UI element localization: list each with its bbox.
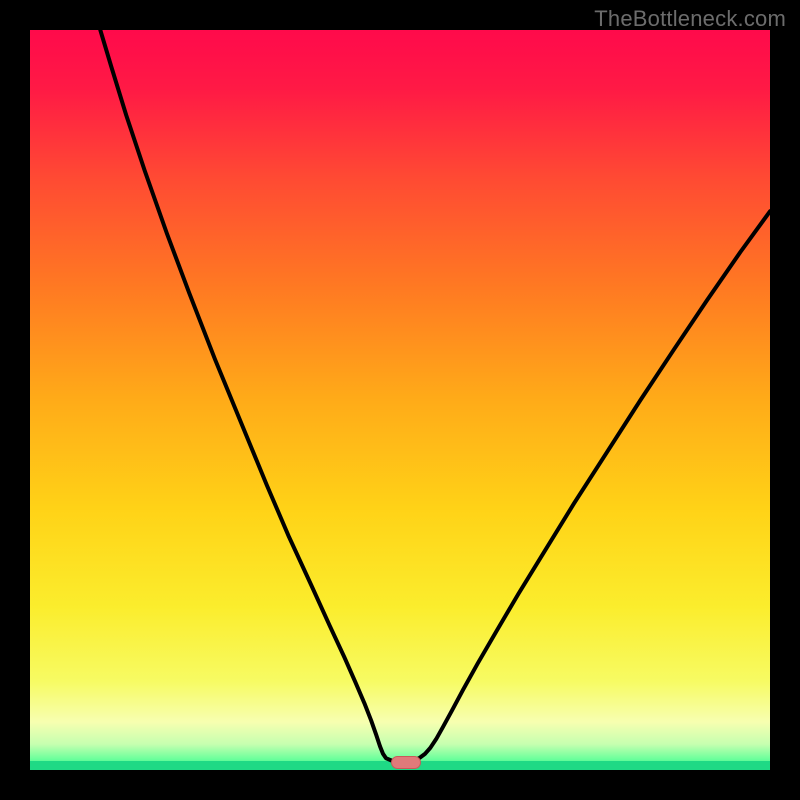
curve-path xyxy=(100,30,770,761)
bottleneck-curve xyxy=(30,30,770,770)
plot-area xyxy=(30,30,770,770)
min-marker xyxy=(391,756,421,769)
watermark-text: TheBottleneck.com xyxy=(594,6,786,32)
